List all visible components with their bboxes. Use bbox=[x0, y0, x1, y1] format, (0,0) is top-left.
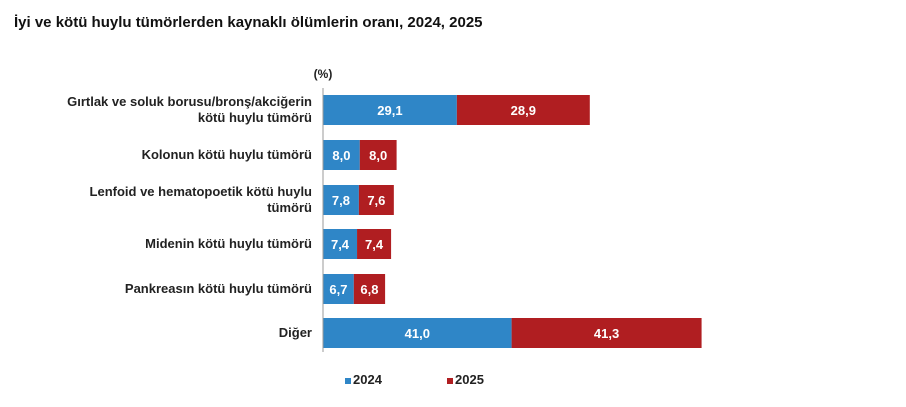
bar-2024-0 bbox=[323, 95, 457, 125]
legend-swatch-2025 bbox=[447, 378, 453, 384]
legend-label: 2024 bbox=[353, 372, 383, 387]
legend-label: 2025 bbox=[455, 372, 484, 387]
bar-2025-1 bbox=[359, 140, 397, 170]
bar-2024-1 bbox=[323, 140, 360, 170]
legend-swatch-2024 bbox=[345, 378, 351, 384]
category-label: Diğer bbox=[279, 325, 312, 340]
data-label: 8,0 bbox=[332, 148, 350, 163]
data-label: 7,6 bbox=[367, 193, 385, 208]
data-label: 6,8 bbox=[360, 282, 378, 297]
bar-2025-0 bbox=[456, 95, 590, 125]
bar-2024-3 bbox=[323, 229, 358, 259]
category-label: Kolonun kötü huylu tümörü bbox=[142, 147, 312, 162]
bar-2025-3 bbox=[357, 229, 392, 259]
bar-2025-5 bbox=[511, 318, 702, 348]
category-label: kötü huylu tümörü bbox=[198, 110, 312, 125]
category-label: tümörü bbox=[267, 200, 312, 215]
data-label: 41,3 bbox=[594, 326, 619, 341]
data-label: 6,7 bbox=[329, 282, 347, 297]
bar-2024-5 bbox=[323, 318, 512, 348]
data-label: 29,1 bbox=[377, 103, 402, 118]
data-label: 7,4 bbox=[365, 237, 384, 252]
category-label: Pankreasın kötü huylu tümörü bbox=[125, 281, 312, 296]
bar-2024-2 bbox=[323, 185, 359, 215]
unit-label: (%) bbox=[314, 67, 333, 81]
bar-2025-4 bbox=[353, 274, 386, 304]
bar-2025-2 bbox=[358, 185, 394, 215]
data-label: 7,8 bbox=[332, 193, 350, 208]
data-label: 8,0 bbox=[369, 148, 387, 163]
category-label: Gırtlak ve soluk borusu/bronş/akciğerin bbox=[67, 94, 312, 109]
data-label: 28,9 bbox=[511, 103, 536, 118]
data-label: 7,4 bbox=[331, 237, 350, 252]
category-label: Lenfoid ve hematopoetik kötü huylu bbox=[90, 184, 313, 199]
bar-2024-4 bbox=[323, 274, 354, 304]
data-label: 41,0 bbox=[405, 326, 430, 341]
chart-title: İyi ve kötü huylu tümörlerden kaynaklı ö… bbox=[14, 14, 483, 31]
category-label: Midenin kötü huylu tümörü bbox=[145, 236, 312, 251]
